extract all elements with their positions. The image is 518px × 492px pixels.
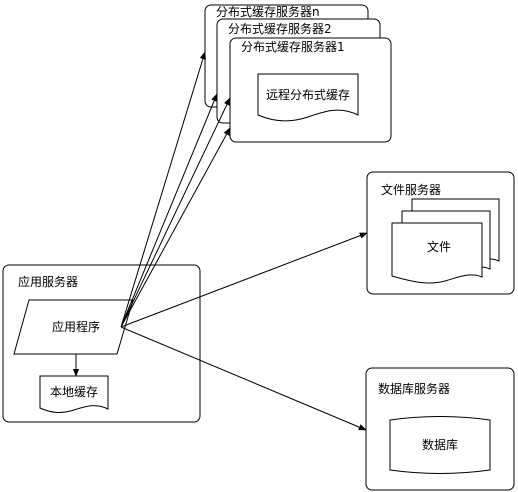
arrow-to-cache-server-n: [120, 51, 206, 328]
distributed-cache-server-1-label: 分布式缓存服务器1: [241, 39, 345, 54]
application-server: 应用服务器 应用程序 本地缓存: [2, 264, 201, 423]
file-label: 文件: [427, 239, 451, 254]
arrow-to-cache-server-1-b: [120, 127, 231, 328]
local-cache-label: 本地缓存: [50, 385, 98, 399]
database-server-title: 数据库服务器: [378, 381, 450, 396]
distributed-cache-server-2-label: 分布式缓存服务器2: [228, 21, 332, 36]
application-server-title: 应用服务器: [18, 274, 78, 289]
file-server-title: 文件服务器: [381, 182, 441, 197]
distributed-cache-server-1: 分布式缓存服务器1 远程分布式缓存: [229, 37, 392, 143]
remote-cache-label: 远程分布式缓存: [266, 87, 350, 102]
database-label: 数据库: [422, 437, 458, 452]
local-cache-document-shape: [39, 375, 109, 413]
arrow-to-cache-server-2: [120, 93, 218, 328]
arrow-to-database-server: [120, 326, 367, 431]
application-program-shape: [13, 299, 134, 355]
database-cylinder-shape: [389, 416, 491, 474]
remote-cache-document-shape: [257, 73, 359, 122]
application-program-label: 应用程序: [52, 319, 100, 334]
arrow-to-cache-server-1-a: [120, 97, 231, 328]
distributed-cache-server-n-label: 分布式缓存服务器n: [216, 4, 320, 19]
file-server: 文件服务器 文件: [366, 171, 515, 295]
file-document-front: [391, 222, 483, 284]
database-server: 数据库服务器 数据库: [365, 367, 515, 491]
arrow-to-file-server: [120, 232, 368, 328]
